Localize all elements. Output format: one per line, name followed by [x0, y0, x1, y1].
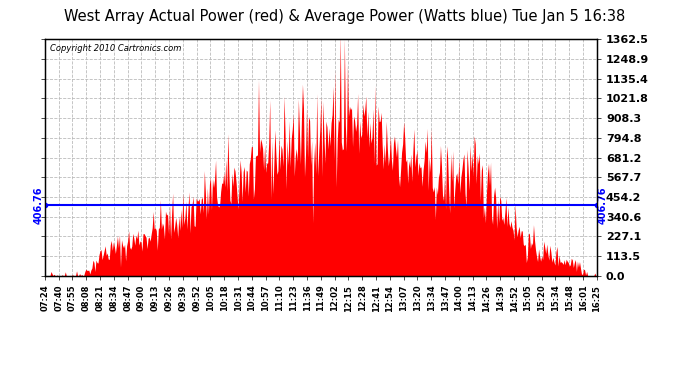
Text: 406.76: 406.76: [34, 186, 43, 224]
Text: Copyright 2010 Cartronics.com: Copyright 2010 Cartronics.com: [50, 44, 181, 53]
Text: 406.76: 406.76: [598, 186, 608, 224]
Text: West Array Actual Power (red) & Average Power (Watts blue) Tue Jan 5 16:38: West Array Actual Power (red) & Average …: [64, 9, 626, 24]
